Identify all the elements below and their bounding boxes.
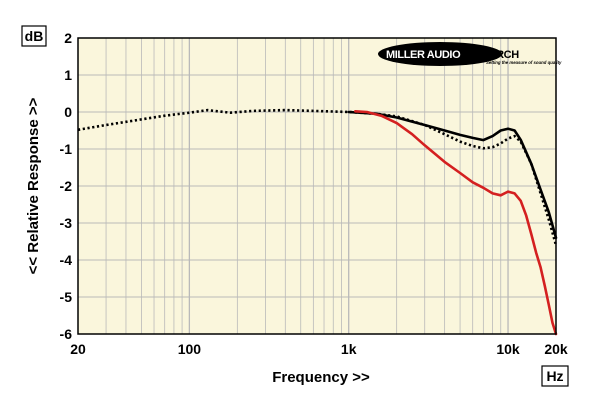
y-tick-label: -4 [60,252,73,268]
series-line-1 [77,108,558,246]
miller-audio-research-logo: MILLER AUDIORESEARCH Setting the measure… [378,42,562,66]
y-tick-label: 2 [64,30,72,46]
y-tick-label: -1 [60,141,73,157]
x-tick-label: 20k [544,341,568,357]
plot-frame [77,37,557,335]
y-tick-label: -5 [60,289,73,305]
y-tick-label: 1 [64,67,72,83]
series-layer [77,108,558,336]
x-unit-label: Hz [546,368,563,384]
x-tick-label: 10k [496,341,520,357]
y-axis-label: << Relative Response >> [25,97,42,274]
x-unit-box [541,365,569,387]
x-tick-label: 20 [70,341,86,357]
logo-brand-text-part: RESEARCH [460,49,519,61]
y-tick-label: -6 [60,326,73,342]
logo-tagline: Setting the measure of sound quality [486,60,562,65]
x-tick-label: 1k [341,341,357,357]
logo-brand-text: MILLER AUDIORESEARCH [386,49,519,61]
y-tick-labels: 2 1 0 -1 -2 -3 -4 -5 -6 [60,30,73,342]
x-tick-labels: 20 100 1k 10k 20k [70,341,568,357]
x-tick-label: 100 [178,341,202,357]
y-unit-box [21,25,47,47]
x-axis-label: Frequency >> [272,369,370,386]
y-unit-label: dB [25,28,44,44]
logo-ellipse [378,42,502,66]
series-line-2 [347,110,558,240]
y-tick-label: -3 [60,215,73,231]
series-line-3 [353,110,558,336]
logo-brand-text-part: MILLER AUDIO [386,49,461,61]
y-tick-label: 0 [64,104,72,120]
y-tick-label: -2 [60,178,73,194]
